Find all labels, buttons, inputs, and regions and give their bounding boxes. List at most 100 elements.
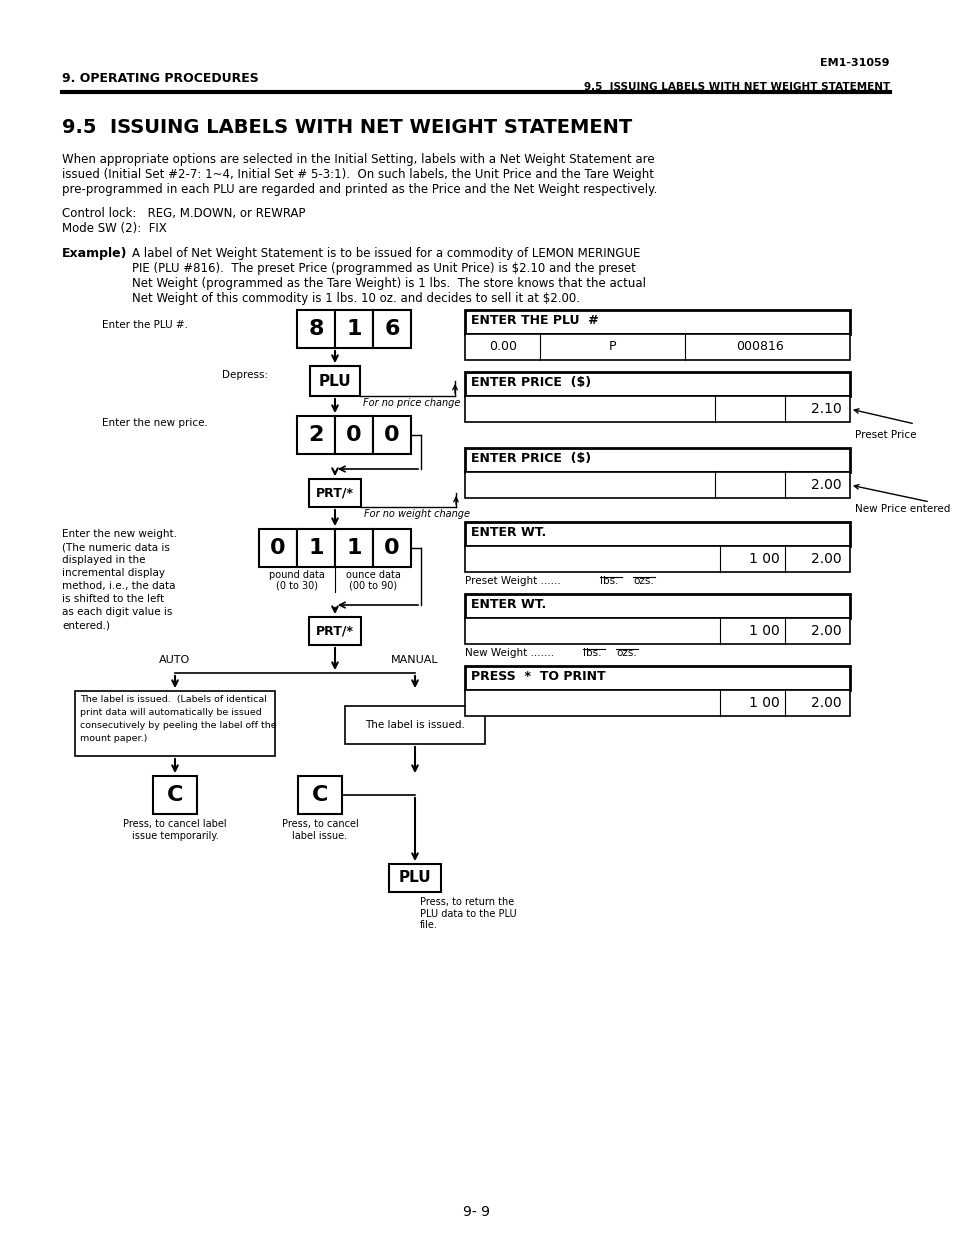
Bar	[464, 310, 849, 333]
Text: 0.00: 0.00	[489, 341, 517, 353]
Bar	[464, 690, 849, 716]
Bar	[152, 776, 196, 814]
Text: pound data: pound data	[269, 571, 325, 580]
Text: Press, to return the
PLU data to the PLU
file.: Press, to return the PLU data to the PLU…	[419, 897, 517, 930]
Bar	[389, 864, 440, 892]
Text: Press, to cancel
label issue.: Press, to cancel label issue.	[281, 819, 358, 841]
Text: Control lock:   REG, M.DOWN, or REWRAP: Control lock: REG, M.DOWN, or REWRAP	[62, 207, 305, 220]
Text: 0: 0	[270, 538, 286, 558]
Bar	[335, 416, 373, 454]
Text: Example): Example)	[62, 247, 128, 261]
Text: 1: 1	[308, 538, 323, 558]
Text: New Weight .......: New Weight .......	[464, 648, 554, 658]
Bar	[464, 396, 849, 422]
Text: Net Weight (programmed as the Tare Weight) is 1 lbs.  The store knows that the a: Net Weight (programmed as the Tare Weigh…	[132, 277, 645, 290]
Text: 000816: 000816	[736, 341, 783, 353]
Bar	[464, 472, 849, 498]
Text: 9.5  ISSUING LABELS WITH NET WEIGHT STATEMENT: 9.5 ISSUING LABELS WITH NET WEIGHT STATE…	[583, 82, 889, 91]
Bar	[464, 448, 849, 472]
Text: ENTER PRICE  ($): ENTER PRICE ($)	[471, 452, 591, 466]
Text: ozs.: ozs.	[616, 648, 636, 658]
Text: ENTER WT.: ENTER WT.	[471, 526, 546, 538]
Bar	[464, 522, 849, 546]
Text: (0 to 30): (0 to 30)	[275, 580, 317, 590]
Bar	[297, 776, 341, 814]
Bar	[296, 416, 335, 454]
Text: ENTER WT.: ENTER WT.	[471, 598, 546, 611]
Text: 0: 0	[384, 538, 399, 558]
Text: 2.00: 2.00	[810, 697, 841, 710]
Bar	[309, 618, 360, 645]
Text: Mode SW (2):  FIX: Mode SW (2): FIX	[62, 222, 167, 235]
Text: 2.10: 2.10	[810, 403, 841, 416]
Text: New Price entered: New Price entered	[854, 504, 949, 514]
Text: Depress:: Depress:	[222, 370, 268, 380]
Text: AUTO: AUTO	[159, 655, 191, 664]
Text: pre-programmed in each PLU are regarded and printed as the Price and the Net Wei: pre-programmed in each PLU are regarded …	[62, 183, 657, 196]
Text: 1: 1	[346, 538, 361, 558]
Text: 1 00: 1 00	[748, 697, 780, 710]
Text: The label is issued.  (Labels of identical: The label is issued. (Labels of identica…	[80, 695, 267, 704]
Text: 9- 9: 9- 9	[463, 1205, 490, 1219]
Bar	[296, 529, 335, 567]
Text: 0: 0	[346, 425, 361, 445]
Text: MANUAL: MANUAL	[391, 655, 438, 664]
Bar	[373, 310, 411, 348]
Bar	[464, 372, 849, 396]
Bar	[335, 529, 373, 567]
Text: incremental display: incremental display	[62, 568, 165, 578]
Text: PLU: PLU	[398, 871, 431, 885]
Text: PIE (PLU #816).  The preset Price (programmed as Unit Price) is $2.10 and the pr: PIE (PLU #816). The preset Price (progra…	[132, 262, 636, 275]
Text: 0: 0	[384, 425, 399, 445]
Text: mount paper.): mount paper.)	[80, 734, 147, 743]
Text: 6: 6	[384, 319, 399, 338]
Bar	[335, 310, 373, 348]
Text: Enter the new weight.: Enter the new weight.	[62, 529, 177, 538]
Text: 2.00: 2.00	[810, 624, 841, 638]
Bar	[309, 479, 360, 508]
Bar	[296, 310, 335, 348]
Bar	[75, 692, 274, 756]
Text: When appropriate options are selected in the Initial Setting, labels with a Net : When appropriate options are selected in…	[62, 153, 654, 165]
Text: Net Weight of this commodity is 1 lbs. 10 oz. and decides to sell it at $2.00.: Net Weight of this commodity is 1 lbs. 1…	[132, 291, 579, 305]
Text: C: C	[312, 785, 328, 805]
Text: PRT/*: PRT/*	[315, 487, 354, 499]
Text: Preset Weight ......: Preset Weight ......	[464, 576, 560, 585]
Bar	[464, 594, 849, 618]
Text: entered.): entered.)	[62, 620, 110, 630]
Text: Enter the new price.: Enter the new price.	[102, 417, 208, 429]
Bar	[464, 333, 849, 359]
Text: lbs.: lbs.	[582, 648, 601, 658]
Bar	[373, 416, 411, 454]
Text: is shifted to the left: is shifted to the left	[62, 594, 164, 604]
Text: 2: 2	[308, 425, 323, 445]
Text: method, i.e., the data: method, i.e., the data	[62, 580, 175, 592]
Text: print data will automatically be issued: print data will automatically be issued	[80, 708, 261, 718]
Bar	[373, 529, 411, 567]
Text: Enter the PLU #.: Enter the PLU #.	[102, 320, 188, 330]
Text: ENTER THE PLU  #: ENTER THE PLU #	[471, 314, 598, 327]
Text: P: P	[609, 341, 616, 353]
Text: (00 to 90): (00 to 90)	[349, 580, 396, 590]
Text: issued (Initial Set #2-7: 1~4, Initial Set # 5-3:1).  On such labels, the Unit P: issued (Initial Set #2-7: 1~4, Initial S…	[62, 168, 654, 182]
Text: 1: 1	[346, 319, 361, 338]
Text: EM1-31059: EM1-31059	[820, 58, 889, 68]
Text: 2.00: 2.00	[810, 552, 841, 566]
Bar	[464, 546, 849, 572]
Text: A label of Net Weight Statement is to be issued for a commodity of LEMON MERINGU: A label of Net Weight Statement is to be…	[132, 247, 639, 261]
Bar	[464, 666, 849, 690]
Text: PRESS  *  TO PRINT: PRESS * TO PRINT	[471, 671, 605, 683]
Bar	[310, 366, 359, 396]
Text: PRT/*: PRT/*	[315, 625, 354, 637]
Text: consecutively by peeling the label off the: consecutively by peeling the label off t…	[80, 721, 276, 730]
Text: (The numeric data is: (The numeric data is	[62, 542, 170, 552]
Text: 9.5  ISSUING LABELS WITH NET WEIGHT STATEMENT: 9.5 ISSUING LABELS WITH NET WEIGHT STATE…	[62, 119, 632, 137]
Text: 1 00: 1 00	[748, 624, 780, 638]
Text: ozs.: ozs.	[633, 576, 653, 585]
Text: lbs.: lbs.	[599, 576, 618, 585]
Text: C: C	[167, 785, 183, 805]
Bar	[258, 529, 296, 567]
Text: ENTER PRICE  ($): ENTER PRICE ($)	[471, 375, 591, 389]
Text: 1 00: 1 00	[748, 552, 780, 566]
Text: displayed in the: displayed in the	[62, 555, 146, 564]
